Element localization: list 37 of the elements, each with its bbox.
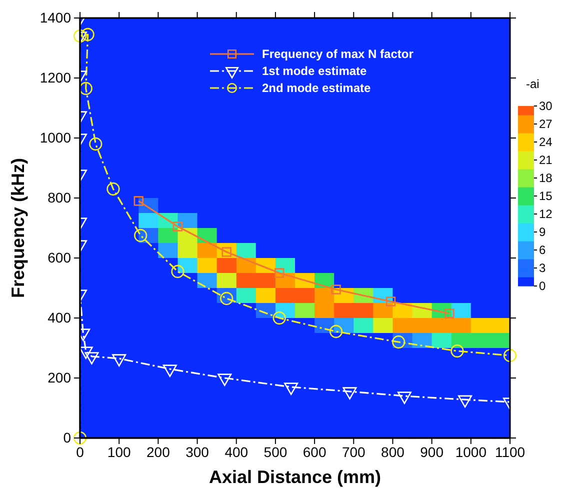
color-bar-title: -ai <box>526 77 540 91</box>
x-tick-label: 900 <box>420 444 444 460</box>
x-tick-label: 1100 <box>494 444 526 460</box>
x-tick-label: 0 <box>76 444 84 460</box>
y-tick-label: 800 <box>48 189 72 206</box>
color-bar-label: 27 <box>539 116 553 131</box>
x-tick-label: 100 <box>107 444 131 460</box>
x-tick-label: 800 <box>381 444 405 460</box>
color-bar-label: 3 <box>539 260 546 275</box>
x-tick-label: 1000 <box>455 444 487 460</box>
color-bar-label: 18 <box>539 170 553 185</box>
y-axis-title: Frequency (kHz) <box>8 158 28 298</box>
x-tick-label: 500 <box>264 444 288 460</box>
color-bar-label: 6 <box>539 242 546 257</box>
x-tick-label: 300 <box>186 444 210 460</box>
legend-label: Frequency of max N factor <box>262 47 414 61</box>
y-tick-label: 0 <box>63 429 72 446</box>
color-bar-label: 15 <box>539 188 553 203</box>
y-tick-label: 1000 <box>40 129 72 146</box>
color-bar-label: 12 <box>539 206 553 221</box>
y-tick-label: 1400 <box>40 9 72 26</box>
y-tick-label: 200 <box>48 369 72 386</box>
color-bar-label: 24 <box>539 134 553 149</box>
y-tick-label: 1200 <box>40 69 72 86</box>
x-axis-title: Axial Distance (mm) <box>208 467 382 487</box>
color-bar-label: 30 <box>539 98 553 113</box>
color-bar-label: 9 <box>539 224 546 239</box>
legend-label: 1st mode estimate <box>262 64 368 78</box>
x-tick-label: 600 <box>302 444 326 460</box>
color-bar-label: 0 <box>539 278 546 293</box>
x-tick-label: 700 <box>342 444 366 460</box>
x-tick-label: 200 <box>146 444 170 460</box>
x-tick-label: 400 <box>224 444 248 460</box>
color-bar-label: 21 <box>539 152 553 167</box>
legend-label: 2nd mode estimate <box>262 81 372 95</box>
y-tick-label: 600 <box>48 249 72 266</box>
y-tick-label: 400 <box>48 309 72 326</box>
